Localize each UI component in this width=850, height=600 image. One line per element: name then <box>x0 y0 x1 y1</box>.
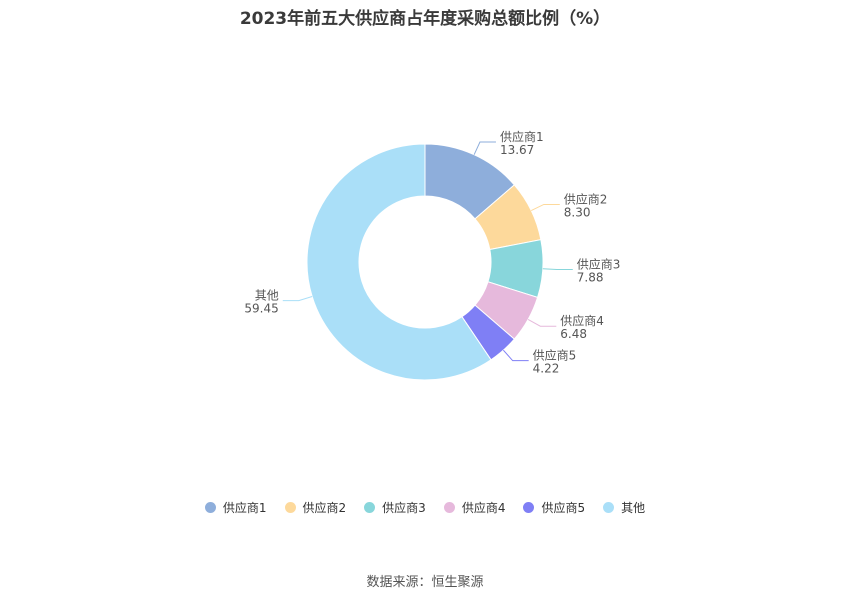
leader-line <box>530 203 560 212</box>
slice-label: 其他 <box>255 289 279 303</box>
leader-line <box>282 296 313 302</box>
legend-label: 供应商4 <box>461 501 506 515</box>
chart-title: 2023年前五大供应商占年度采购总额比例（%） <box>239 9 611 29</box>
legend-label: 供应商3 <box>382 501 426 515</box>
slice-value-label: 59.45 <box>244 302 278 316</box>
slice-label: 供应商1 <box>500 129 544 144</box>
slice-value-label: 13.67 <box>500 143 534 157</box>
slice-label: 供应商2 <box>564 191 608 206</box>
legend-item-supplier-3[interactable]: 供应商3 <box>364 499 426 516</box>
legend-marker <box>603 502 615 513</box>
slice-label: 供应商4 <box>560 313 604 328</box>
legend-marker <box>204 502 216 513</box>
legend-item-supplier-2[interactable]: 供应商2 <box>284 499 347 516</box>
slice-label: 供应商3 <box>577 257 621 272</box>
legend-item-supplier-4[interactable]: 供应商4 <box>443 499 506 516</box>
data-source-note: 数据来源：恒生聚源 <box>366 575 484 590</box>
legend-item-supplier-5[interactable]: 供应商5 <box>523 499 585 516</box>
slice-value-label: 4.22 <box>533 362 560 376</box>
legend-label: 其他 <box>621 501 646 515</box>
legend-label: 供应商2 <box>302 501 347 515</box>
slice-value-label: 6.48 <box>560 327 587 341</box>
legend-label: 供应商5 <box>541 501 586 515</box>
legend-item-supplier-1[interactable]: 供应商1 <box>204 499 267 516</box>
leader-line <box>527 318 557 327</box>
legend-marker <box>284 502 296 513</box>
legend: 供应商1 供应商2 供应商3 供应商4 供应商5 其他 <box>0 499 850 516</box>
slice-value-label: 8.30 <box>564 205 591 219</box>
leader-line <box>502 349 529 362</box>
legend-marker <box>364 502 376 513</box>
leader-line <box>473 141 496 155</box>
legend-marker <box>523 502 535 513</box>
legend-marker <box>443 502 455 513</box>
donut-slice[interactable] <box>306 143 492 381</box>
legend-item-other[interactable]: 其他 <box>603 499 645 516</box>
leader-line <box>542 268 573 271</box>
slice-value-label: 7.88 <box>577 271 604 285</box>
legend-label: 供应商1 <box>222 501 267 515</box>
slice-label: 供应商5 <box>533 348 577 363</box>
